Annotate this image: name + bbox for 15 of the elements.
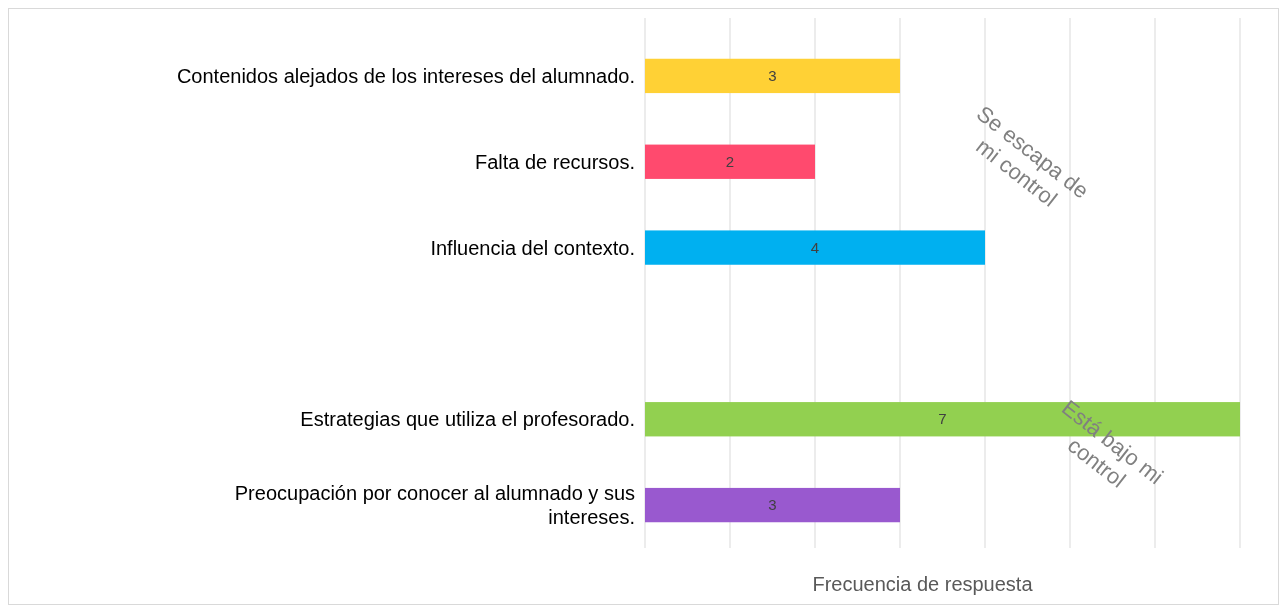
- y-tick-label: Contenidos alejados de los intereses del alumnado.: [176, 64, 635, 87]
- y-tick-label: Influencia del contexto.: [430, 236, 635, 259]
- y-tick-label: Preocupación por conocer al alumnado y sus intereses.: [234, 482, 635, 529]
- data-label: 2: [725, 152, 735, 170]
- bar: [645, 58, 900, 94]
- bar: [645, 487, 900, 523]
- data-label: 3: [768, 66, 777, 84]
- x-axis-title: Frecuencia de respuesta: [812, 573, 1034, 595]
- data-label: 3: [768, 496, 777, 514]
- y-tick-label: Falta de recursos.: [474, 150, 635, 173]
- bar: [645, 144, 815, 179]
- data-label: 7: [938, 410, 947, 428]
- y-tick-label: Estrategias que utiliza el profesorado.: [300, 408, 635, 431]
- data-label: 4: [810, 238, 820, 256]
- bar: [645, 230, 985, 265]
